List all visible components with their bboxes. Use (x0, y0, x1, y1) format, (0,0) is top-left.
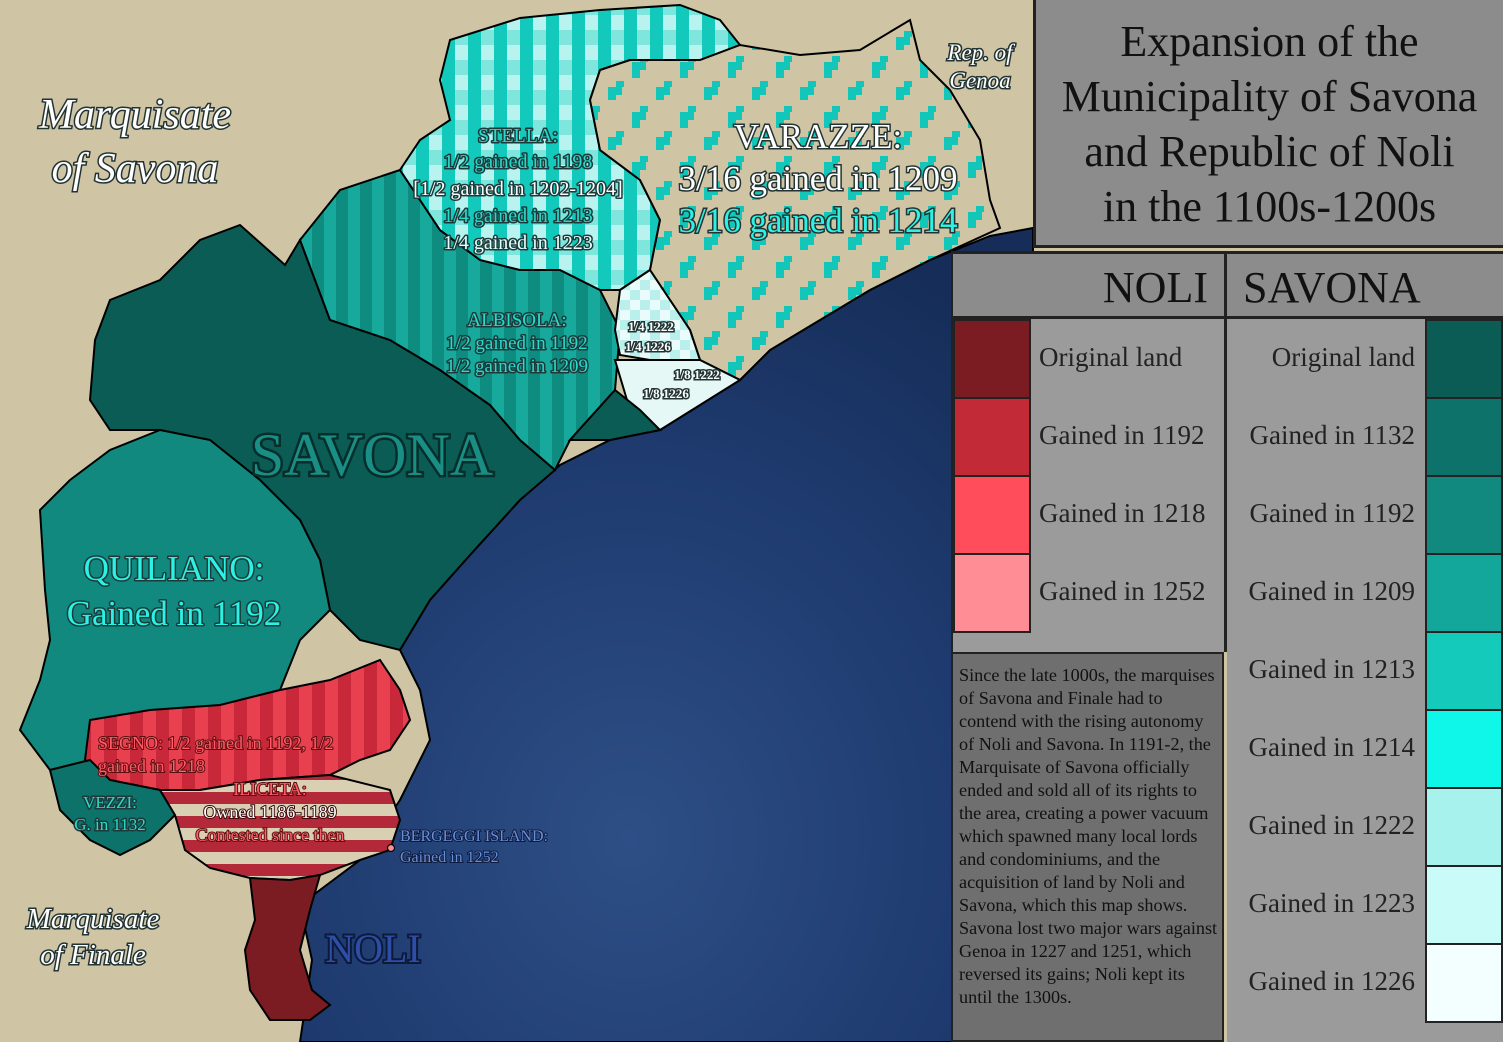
legend-noli-label-1192: Gained in 1192 (1039, 420, 1205, 450)
legend-noli-swatch-1192 (953, 397, 1031, 477)
savona-coast-strip (567, 388, 663, 441)
label-albisola-l2: 1/2 gained in 1209 (446, 356, 588, 377)
label-vezzi-name: VEZZI: (83, 793, 137, 812)
legend-noli-swatch-1252 (953, 553, 1031, 633)
map-title-line-3: and Republic of Noli (1084, 127, 1455, 176)
label-genoa-l2: Genoa (949, 68, 1010, 93)
label-stella-l3: 1/4 gained in 1213 (443, 205, 592, 227)
legend-savona-swatch-1226 (1425, 943, 1503, 1023)
label-iliceta-l1: Owned 1186-1189 (203, 802, 336, 822)
label-stella-l1: 1/2 gained in 1198 (444, 151, 593, 173)
legend-savona-label-1213: Gained in 1213 (1248, 654, 1415, 684)
label-bergeggi-l1: Gained in 1252 (400, 849, 499, 866)
legend-savona-swatch-1213 (1425, 631, 1503, 711)
legend-savona-swatch-1192 (1425, 475, 1503, 555)
map-title-line-2: Municipality of Savona (1061, 72, 1478, 121)
label-marquisate-finale-l2: of Finale (40, 939, 146, 971)
vezzi-region[interactable] (48, 758, 177, 857)
legend-savona-swatch-original (1425, 319, 1503, 399)
noli-original-land[interactable] (243, 873, 332, 1021)
map-title-line-1: Expansion of the (1120, 17, 1419, 66)
legend-savona-swatch-1209 (1425, 553, 1503, 633)
legend-savona-label-1192: Gained in 1192 (1249, 498, 1415, 528)
label-albisola-l1: 1/2 gained in 1192 (446, 333, 587, 354)
label-celle-b-l2: 1/8 1226 (643, 386, 689, 401)
label-celle-b-l1: 1/8 1222 (674, 367, 720, 382)
label-noli-city: NOLI (325, 926, 421, 971)
legend-savona-swatch-1222 (1425, 787, 1503, 867)
label-marquisate-savona-l2: of Savona (52, 146, 219, 192)
history-note: Since the late 1000s, the marquises of S… (951, 652, 1224, 1042)
map-title: Expansion of the Municipality of Savona … (1036, 14, 1503, 234)
legend-savona-label-1222: Gained in 1222 (1248, 810, 1415, 840)
legend-savona-label-1209: Gained in 1209 (1248, 576, 1415, 606)
legend-savona-label-1223: Gained in 1223 (1248, 888, 1415, 918)
legend-savona-swatch-1132 (1425, 397, 1503, 477)
label-celle-a-l1: 1/4 1222 (628, 319, 674, 334)
legend-noli-swatch-original (953, 319, 1031, 399)
legend-noli-swatch-1218 (953, 475, 1031, 555)
legend-savona-header: SAVONA (1227, 251, 1503, 319)
legend-noli-label-1252: Gained in 1252 (1039, 576, 1206, 606)
legend-savona-swatch-1214 (1425, 709, 1503, 789)
label-segno-l2: gained in 1218 (98, 756, 205, 776)
label-savona-city: SAVONA (251, 422, 493, 488)
label-quiliano-name: QUILIANO: (84, 549, 265, 588)
legend-savona-label-1214: Gained in 1214 (1248, 732, 1415, 762)
legend-savona-label-1132: Gained in 1132 (1249, 420, 1415, 450)
label-iliceta-l2: Contested since then (196, 825, 345, 845)
label-varazze-l2: 3/16 gained in 1214 (679, 201, 958, 240)
label-genoa-l1: Rep. of (946, 40, 1016, 65)
legend-noli-column: Original land Gained in 1192 Gained in 1… (951, 319, 1227, 652)
legend-noli-header: NOLI (951, 251, 1227, 319)
label-marquisate-finale-l1: Marquisate (26, 903, 160, 935)
label-albisola-name: ALBISOLA: (467, 310, 566, 331)
label-bergeggi-name: BERGEGGI ISLAND: (400, 828, 548, 845)
legend-savona-label-original: Original land (1271, 342, 1415, 372)
label-stella-l4: 1/4 gained in 1223 (443, 232, 592, 254)
legend-noli-label-original: Original land (1039, 342, 1183, 372)
label-iliceta-name: ILICETA: (233, 779, 307, 799)
legend-noli-label-1218: Gained in 1218 (1039, 498, 1206, 528)
varazze-region[interactable] (588, 18, 1002, 382)
label-celle-a-l2: 1/4 1226 (625, 339, 671, 354)
legend-savona-column: Original land Gained in 1132 Gained in 1… (1227, 319, 1503, 1042)
label-varazze-l1: 3/16 gained in 1209 (679, 159, 958, 198)
label-varazze-name: VARAZZE: (734, 117, 903, 156)
label-vezzi-l1: G. in 1132 (74, 815, 146, 834)
label-marquisate-savona-l1: Marquisate (38, 92, 231, 138)
label-segno-l1: SEGNO: 1/2 gained in 1192, 1/2 (98, 733, 333, 753)
iliceta-region[interactable] (158, 773, 402, 882)
label-stella-name: STELLA: (478, 125, 558, 147)
label-stella-l2: [1/2 gained in 1202-1204] (413, 178, 622, 200)
label-quiliano-l1: Gained in 1192 (67, 594, 282, 633)
bergeggi-island[interactable] (386, 843, 396, 853)
legend-savona-swatch-1223 (1425, 865, 1503, 945)
legend-title-box: Expansion of the Municipality of Savona … (1033, 0, 1503, 248)
legend-savona-label-1226: Gained in 1226 (1248, 966, 1415, 996)
map-title-line-4: in the 1100s-1200s (1102, 182, 1437, 231)
